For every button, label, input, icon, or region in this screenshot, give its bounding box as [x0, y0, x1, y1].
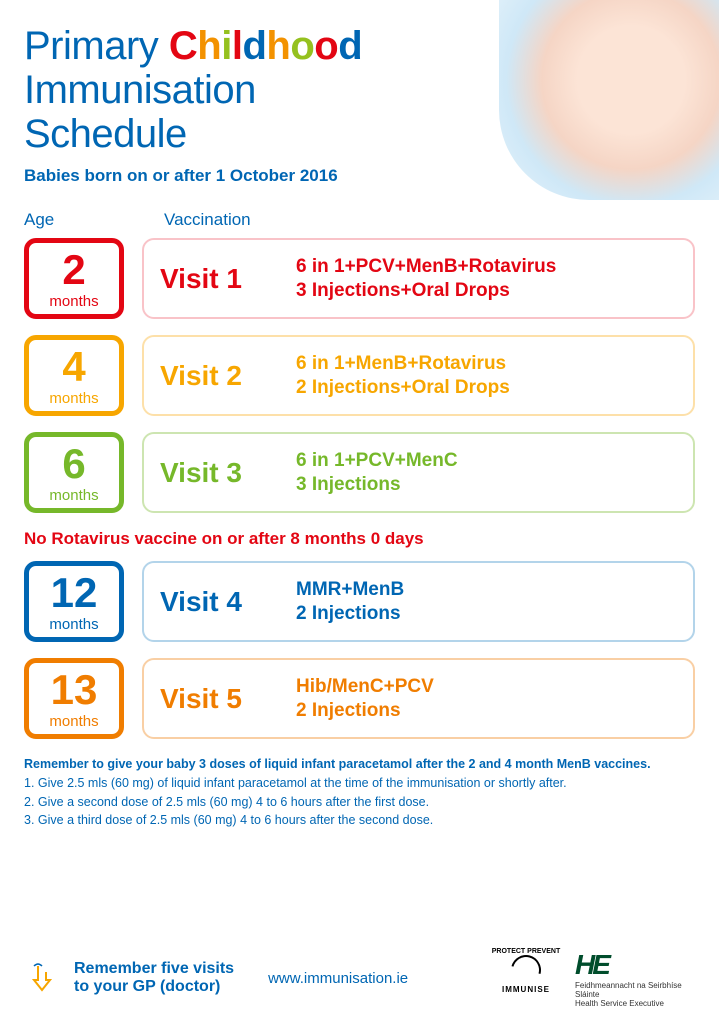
age-box: 12 months: [24, 561, 124, 642]
title-letter: o: [314, 24, 338, 68]
visit-label: Visit 1: [160, 263, 270, 295]
remember-line-2: to your GP (doctor): [74, 978, 234, 996]
visit-detail-box: Visit 4 MMR+MenB2 Injections: [142, 561, 695, 642]
title-letter: l: [232, 24, 243, 68]
visit-row: 2 months Visit 1 6 in 1+PCV+MenB+Rotavirus3…: [24, 238, 695, 319]
column-headers: Age Vaccination: [24, 210, 695, 230]
age-unit: months: [49, 293, 98, 310]
age-unit: months: [49, 487, 98, 504]
notes-heading: Remember to give your baby 3 doses of li…: [24, 755, 695, 774]
immunise-label: IMMUNISE: [502, 985, 550, 994]
visit-detail-box: Visit 3 6 in 1+PCV+MenC3 Injections: [142, 432, 695, 513]
visit-row: 13 months Visit 5 Hib/MenC+PCV2 Injections: [24, 658, 695, 739]
title-letter: h: [266, 24, 290, 68]
vaccination-block: MMR+MenB2 Injections: [296, 579, 404, 625]
visit-detail-box: Visit 1 6 in 1+PCV+MenB+Rotavirus3 Inject…: [142, 238, 695, 319]
age-box: 4 months: [24, 335, 124, 416]
age-number: 12: [51, 572, 98, 614]
hse-mark: HE: [575, 949, 608, 981]
vaccine-list: 6 in 1+PCV+MenC: [296, 450, 458, 472]
note-2: 2. Give a second dose of 2.5 mls (60 mg)…: [24, 793, 695, 812]
age-box: 2 months: [24, 238, 124, 319]
title-word-primary: Primary: [24, 24, 158, 68]
age-unit: months: [49, 616, 98, 633]
title-line-3: Schedule: [24, 112, 187, 156]
vaccine-list: Hib/MenC+PCV: [296, 676, 434, 698]
vaccination-block: 6 in 1+PCV+MenC3 Injections: [296, 450, 458, 496]
visit-detail-box: Visit 2 6 in 1+MenB+Rotavirus2 Injections…: [142, 335, 695, 416]
visits-group-1: 2monthsVisit 16 in 1+PCV+MenB+Rotavirus3…: [24, 238, 695, 513]
vaccination-block: Hib/MenC+PCV2 Injections: [296, 676, 434, 722]
visits-group-2: 12monthsVisit 4MMR+MenB2 Injections13mon…: [24, 561, 695, 739]
header: Primary Childhood Immunisation Schedule …: [24, 24, 695, 186]
age-number: 2: [62, 249, 85, 291]
vaccine-list: 6 in 1+PCV+MenB+Rotavirus: [296, 256, 556, 278]
age-header: Age: [24, 210, 164, 230]
vaccine-list: 6 in 1+MenB+Rotavirus: [296, 353, 510, 375]
vaccination-header: Vaccination: [164, 210, 251, 230]
visit-label: Visit 4: [160, 586, 270, 618]
remember-text: Remember five visits to your GP (doctor): [74, 960, 234, 996]
title-letter: d: [242, 24, 266, 68]
injection-info: 2 Injections: [296, 700, 434, 722]
hse-name-irish: Feidhmeannacht na Seirbhíse Sláinte: [575, 981, 695, 999]
title-line-2: Immunisation: [24, 68, 256, 112]
injection-info: 2 Injections: [296, 603, 404, 625]
age-unit: months: [49, 713, 98, 730]
hand-pointer-icon: [24, 960, 60, 996]
age-number: 4: [62, 346, 85, 388]
remember-line-1: Remember five visits: [74, 960, 234, 978]
age-unit: months: [49, 390, 98, 407]
age-number: 6: [62, 443, 85, 485]
age-box: 6 months: [24, 432, 124, 513]
age-number: 13: [51, 669, 98, 711]
injection-info: 2 Injections+Oral Drops: [296, 377, 510, 399]
title-letter: d: [338, 24, 362, 68]
note-3: 3. Give a third dose of 2.5 mls (60 mg) …: [24, 811, 695, 830]
title-letter: o: [290, 24, 314, 68]
visit-row: 12 months Visit 4 MMR+MenB2 Injections: [24, 561, 695, 642]
note-1: 1. Give 2.5 mls (60 mg) of liquid infant…: [24, 774, 695, 793]
age-box: 13 months: [24, 658, 124, 739]
paracetamol-notes: Remember to give your baby 3 doses of li…: [24, 755, 695, 830]
visit-label: Visit 2: [160, 360, 270, 392]
vaccine-list: MMR+MenB: [296, 579, 404, 601]
title-letter: h: [197, 24, 221, 68]
immunise-logo: PROTECT PREVENT IMMUNISE: [491, 948, 561, 1008]
baby-photo: [499, 0, 719, 200]
visit-detail-box: Visit 5 Hib/MenC+PCV2 Injections: [142, 658, 695, 739]
rotavirus-note: No Rotavirus vaccine on or after 8 month…: [24, 529, 695, 549]
website-url: www.immunisation.ie: [268, 970, 408, 987]
hse-name-english: Health Service Executive: [575, 999, 664, 1008]
title-letter: i: [221, 24, 232, 68]
visit-label: Visit 3: [160, 457, 270, 489]
injection-info: 3 Injections: [296, 474, 458, 496]
title-word-childhood: Childhood: [169, 24, 362, 68]
title-letter: C: [169, 24, 197, 68]
footer: Remember five visits to your GP (doctor)…: [24, 948, 695, 1008]
visit-row: 4 months Visit 2 6 in 1+MenB+Rotavirus2 Inj…: [24, 335, 695, 416]
visit-label: Visit 5: [160, 683, 270, 715]
injection-info: 3 Injections+Oral Drops: [296, 280, 556, 302]
vaccination-block: 6 in 1+MenB+Rotavirus2 Injections+Oral D…: [296, 353, 510, 399]
visit-row: 6 months Visit 3 6 in 1+PCV+MenC3 Injection…: [24, 432, 695, 513]
vaccination-block: 6 in 1+PCV+MenB+Rotavirus3 Injections+Or…: [296, 256, 556, 302]
hse-logo: HE Feidhmeannacht na Seirbhíse Sláinte H…: [575, 949, 695, 1008]
